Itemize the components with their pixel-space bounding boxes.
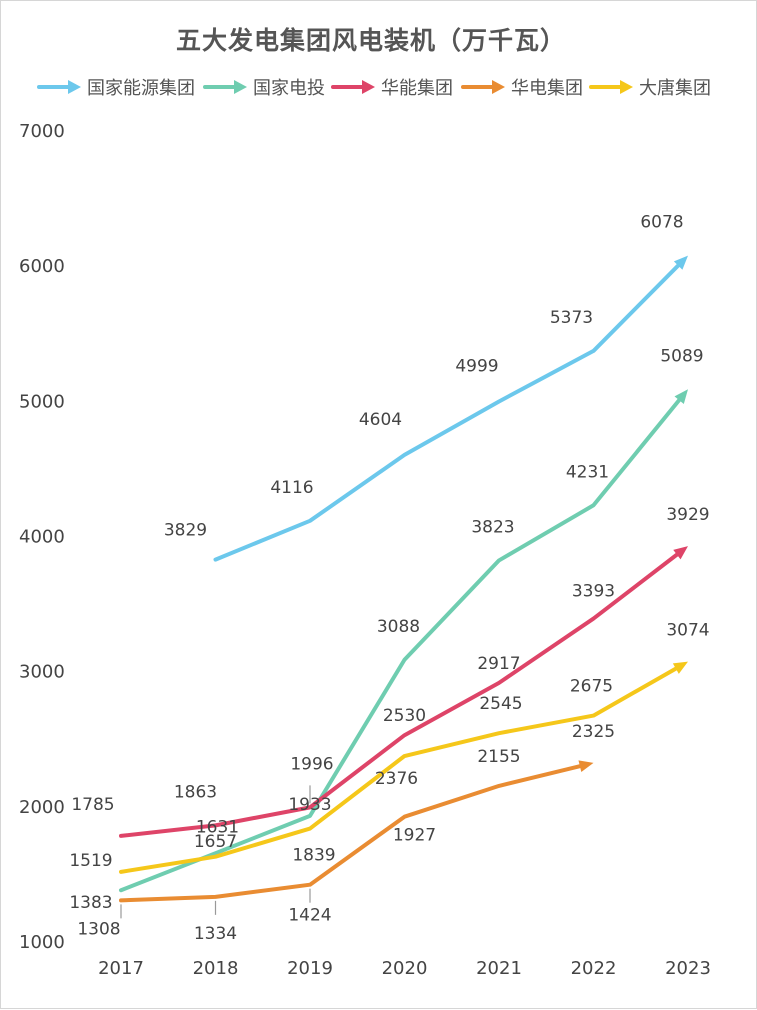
legend-item: 国家电投 bbox=[253, 78, 325, 99]
series-line bbox=[119, 764, 582, 903]
data-label: 4604 bbox=[359, 410, 402, 430]
legend-arrow-icon bbox=[492, 80, 505, 94]
y-tick-label: 5000 bbox=[19, 391, 65, 412]
series-line bbox=[119, 552, 679, 838]
data-label: 3929 bbox=[666, 505, 709, 525]
y-tick-label: 1000 bbox=[19, 932, 65, 953]
data-label: 2530 bbox=[383, 706, 426, 726]
data-label: 1927 bbox=[393, 826, 436, 846]
data-label: 1657 bbox=[194, 832, 237, 852]
x-tick-label: 2023 bbox=[665, 958, 711, 979]
series-line bbox=[213, 263, 681, 562]
data-label: 3823 bbox=[471, 517, 514, 537]
y-tick-label: 6000 bbox=[19, 256, 65, 277]
legend-arrow-icon bbox=[68, 80, 81, 94]
x-tick-label: 2021 bbox=[476, 958, 522, 979]
x-tick-label: 2020 bbox=[382, 958, 428, 979]
data-label: 2675 bbox=[570, 677, 613, 697]
x-tick-label: 2022 bbox=[571, 958, 617, 979]
data-label: 4231 bbox=[566, 462, 609, 482]
legend-arrow-icon bbox=[362, 80, 375, 94]
data-label: 4999 bbox=[455, 356, 498, 376]
data-label: 1424 bbox=[288, 906, 331, 926]
series-arrowhead bbox=[672, 661, 688, 674]
data-label: 1334 bbox=[194, 924, 237, 944]
y-tick-label: 2000 bbox=[19, 797, 65, 818]
data-label: 5373 bbox=[550, 308, 593, 328]
series-arrowhead bbox=[674, 389, 688, 404]
data-label: 2325 bbox=[572, 722, 615, 742]
series-arrowhead bbox=[673, 546, 688, 560]
x-tick-label: 2017 bbox=[98, 958, 144, 979]
data-label: 3074 bbox=[666, 621, 709, 641]
data-label: 1785 bbox=[71, 795, 114, 815]
data-label: 6078 bbox=[640, 213, 683, 233]
data-label: 1839 bbox=[292, 846, 335, 866]
data-label: 3393 bbox=[572, 582, 615, 602]
data-label: 2917 bbox=[477, 654, 520, 674]
data-label: 1996 bbox=[290, 754, 333, 774]
data-label: 3088 bbox=[377, 617, 420, 637]
y-tick-label: 3000 bbox=[19, 662, 65, 683]
series-line bbox=[119, 398, 682, 893]
legend-item: 华能集团 bbox=[381, 78, 453, 99]
data-label: 5089 bbox=[660, 346, 703, 366]
legend-item: 华电集团 bbox=[511, 78, 583, 99]
data-label: 1631 bbox=[196, 818, 239, 838]
series-arrowhead bbox=[673, 255, 688, 270]
legend-item: 大唐集团 bbox=[639, 78, 711, 99]
data-label: 3829 bbox=[164, 521, 207, 541]
data-label: 1383 bbox=[69, 893, 112, 913]
data-label: 1933 bbox=[288, 795, 331, 815]
chart-title: 五大发电集团风电装机（万千瓦） bbox=[175, 26, 566, 55]
y-tick-label: 7000 bbox=[19, 121, 65, 142]
data-label: 2545 bbox=[479, 694, 522, 714]
data-label: 1308 bbox=[77, 919, 120, 939]
data-label: 2155 bbox=[477, 747, 520, 767]
legend-arrow-icon bbox=[620, 80, 633, 94]
data-label: 2376 bbox=[375, 769, 418, 789]
y-tick-label: 4000 bbox=[19, 527, 65, 548]
legend-item: 国家能源集团 bbox=[87, 78, 195, 99]
series-arrowhead bbox=[578, 760, 594, 773]
data-label: 1519 bbox=[69, 851, 112, 871]
x-tick-label: 2018 bbox=[193, 958, 239, 979]
x-tick-label: 2019 bbox=[287, 958, 333, 979]
series-line bbox=[119, 666, 678, 874]
data-label: 1863 bbox=[174, 782, 217, 802]
legend-arrow-icon bbox=[234, 80, 247, 94]
data-label: 4116 bbox=[270, 478, 313, 498]
